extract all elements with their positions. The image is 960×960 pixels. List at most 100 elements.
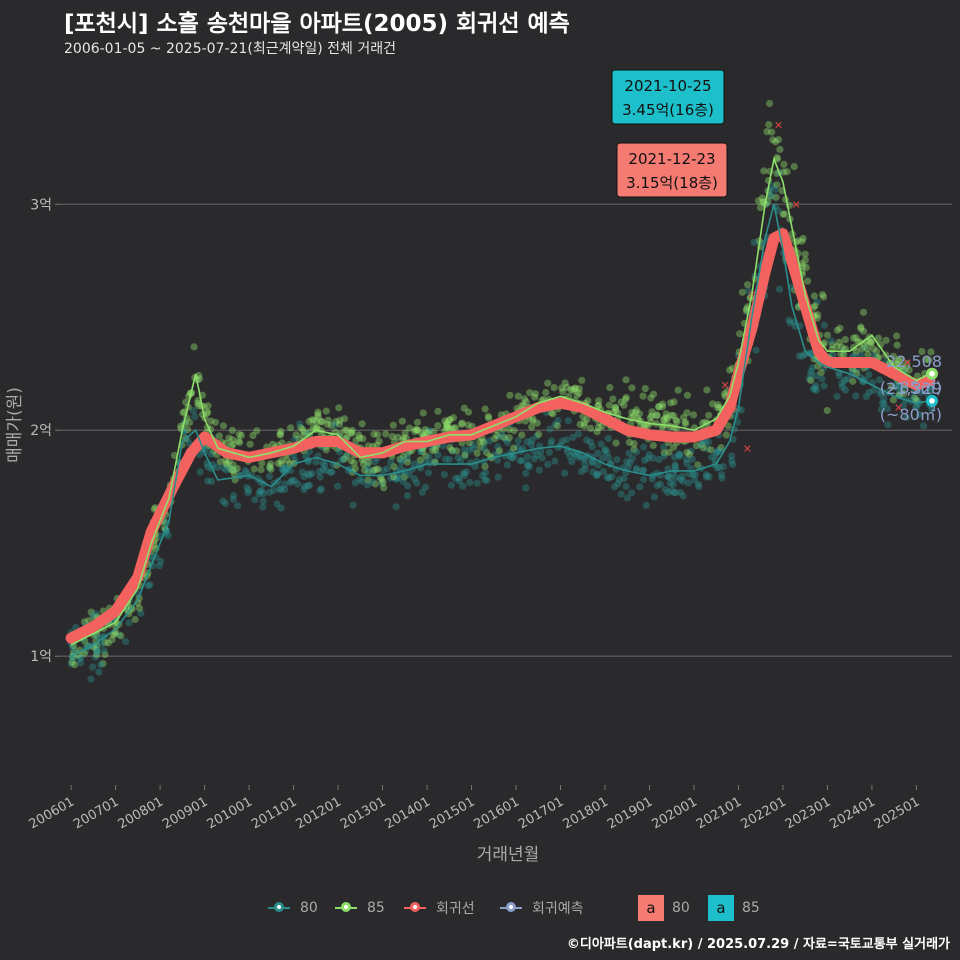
scatter-point (444, 419, 452, 427)
scatter-point (852, 366, 860, 374)
scatter-point (641, 385, 649, 393)
scatter-point (364, 465, 372, 474)
scatter-point (864, 350, 872, 358)
scatter-point (339, 455, 347, 463)
scatter-point (343, 433, 351, 441)
scatter-point (219, 464, 227, 472)
scatter-point (93, 646, 101, 654)
scatter-point (661, 485, 669, 494)
scatter-point (309, 423, 317, 431)
scatter-point (744, 287, 753, 295)
scatter-point (371, 458, 379, 466)
scatter-point (413, 479, 421, 487)
scatter-point (533, 419, 541, 427)
scatter-point (622, 483, 630, 491)
legend-box-80: a 80 (638, 895, 690, 921)
scatter-point (101, 638, 109, 646)
scatter-point (493, 456, 501, 464)
scatter-point (794, 237, 802, 245)
scatter-point (808, 364, 817, 372)
scatter-point (93, 633, 101, 641)
scatter-point (523, 453, 532, 461)
scatter-point (243, 469, 251, 477)
endpoint-size-85: (~85㎡) (880, 378, 942, 397)
scatter-point (479, 438, 487, 446)
trend-line-80 (70, 204, 930, 657)
scatter-point (430, 427, 438, 436)
scatter-point (671, 462, 679, 470)
scatter-point (798, 352, 807, 360)
scatter-point (569, 433, 577, 441)
scatter-point (702, 473, 711, 481)
scatter-point (460, 404, 468, 412)
scatter-point (453, 447, 461, 455)
scatter-point (812, 382, 820, 390)
scatter-point (221, 499, 230, 508)
outlier-mark: ✕ (720, 379, 729, 392)
scatter-point (893, 383, 901, 391)
scatter-point (642, 501, 650, 509)
scatter-point (266, 464, 274, 472)
scatter-point (249, 431, 257, 440)
scatter-point (575, 389, 583, 397)
scatter-point (93, 648, 101, 656)
scatter-point (617, 398, 625, 406)
scatter-point (304, 470, 312, 478)
scatter-point (445, 455, 453, 463)
scatter-point (443, 423, 452, 431)
scatter-point (398, 417, 406, 425)
scatter-point (653, 411, 661, 419)
scatter-point (392, 475, 400, 484)
scatter-point (347, 457, 355, 465)
scatter-point (663, 413, 671, 421)
scatter-point (811, 302, 819, 310)
scatter-point (419, 409, 427, 417)
scatter-point (771, 185, 779, 193)
scatter-point (786, 319, 794, 327)
scatter-point (630, 440, 638, 448)
scatter-point (411, 475, 419, 483)
scatter-point (807, 371, 815, 379)
scatter-point (918, 348, 926, 356)
scatter-point (473, 449, 481, 457)
scatter-point (370, 430, 378, 438)
scatter-point (317, 418, 325, 426)
scatter-point (399, 452, 408, 460)
scatter-point (882, 336, 890, 344)
scatter-point (305, 417, 313, 425)
scatter-point (628, 454, 637, 463)
scatter-point (675, 450, 683, 458)
scatter-point (780, 160, 788, 168)
scatter-point (300, 428, 308, 436)
scatter-point (228, 426, 236, 434)
scatter-point (504, 439, 512, 447)
scatter-point (157, 557, 165, 565)
scatter-point (278, 465, 286, 473)
scatter-point (606, 384, 614, 392)
scatter-point (535, 466, 544, 474)
scatter-point (660, 452, 668, 460)
scatter-point (632, 448, 641, 456)
scatter-point (343, 426, 351, 434)
scatter-point (639, 467, 647, 475)
scatter-point (804, 277, 812, 285)
scatter-point (660, 416, 668, 424)
scatter-point (790, 163, 798, 171)
scatter-point (225, 434, 233, 442)
scatter-point (522, 398, 530, 406)
scatter-point (241, 466, 249, 475)
scatter-point (802, 263, 810, 271)
scatter-point (668, 486, 676, 495)
scatter-point (403, 455, 412, 463)
scatter-point (441, 455, 449, 463)
scatter-point (425, 459, 433, 467)
scatter-point (578, 376, 586, 384)
scatter-point (186, 418, 194, 426)
scatter-point (709, 400, 717, 408)
scatter-point (695, 483, 703, 491)
scatter-point (229, 461, 237, 469)
scatter-point (562, 436, 571, 444)
legend-label-80: 80 (300, 900, 318, 916)
scatter-point (544, 460, 552, 469)
scatter-point (874, 334, 883, 342)
